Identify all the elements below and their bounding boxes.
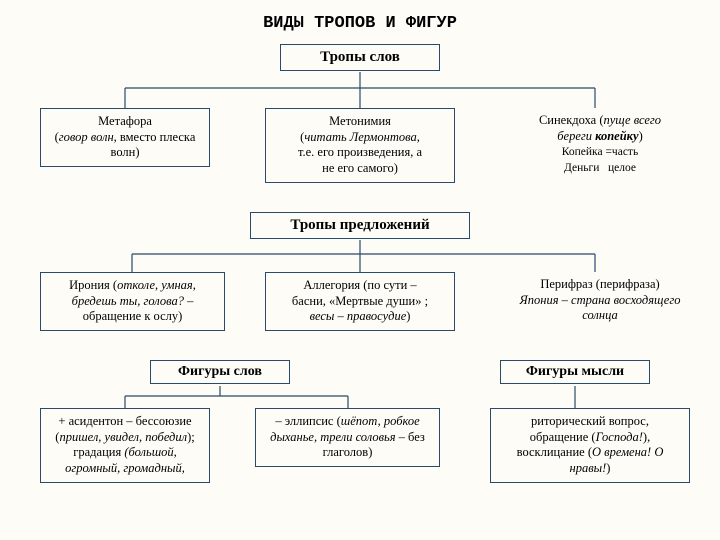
- ritor-l3pre: восклицание (: [517, 445, 592, 459]
- perifraz-l2: Япония – страна восходящего солнца: [520, 293, 681, 323]
- metonimiya-l3: не его самого): [322, 161, 398, 175]
- node-ironiya: Ирония (отколе, умная, бредешь ты, голов…: [40, 272, 225, 331]
- metonimiya-l1r: ,: [417, 130, 420, 144]
- header-tropy-predlozheniy: Тропы предложений: [250, 212, 470, 239]
- node-ritor: риторический вопрос, обращение (Господа!…: [490, 408, 690, 483]
- node-metafora: Метафора (говор волн, вместо плеска волн…: [40, 108, 210, 167]
- sinekdokha-sub2: Деньги целое: [564, 162, 636, 174]
- ritor-l2pre: обращение (: [530, 430, 596, 444]
- allegoriya-l1: Аллегория (по сути –: [303, 278, 416, 292]
- ritor-l2post: ),: [643, 430, 650, 444]
- allegoriya-l3r: ): [406, 309, 410, 323]
- ritor-l3post: ): [606, 461, 610, 475]
- sinekdokha-close: ): [639, 129, 643, 143]
- sinekdokha-i1: пуще всего: [604, 113, 662, 127]
- metonimiya-l2: т.е. его произведения, а: [298, 145, 422, 159]
- metafora-rest: , вместо плеска волн): [111, 130, 196, 160]
- asidenton-i1: пришел, увидел, победил: [59, 430, 187, 444]
- header-tropy-slov: Тропы слов: [280, 44, 440, 71]
- metafora-name: Метафора: [98, 114, 152, 128]
- header-figury-slov: Фигуры слов: [150, 360, 290, 384]
- node-metonimiya: Метонимия (читать Лермонтова, т.е. его п…: [265, 108, 455, 183]
- sinekdokha-pre: Синекдоха (: [539, 113, 604, 127]
- allegoriya-l3i: весы – правосудие: [310, 309, 407, 323]
- sinekdokha-bold: копейку: [595, 129, 638, 143]
- node-asidenton: + асидентон – бессоюзие (пришел, увидел,…: [40, 408, 210, 483]
- ellipsis-pre: – эллипсис (: [275, 414, 340, 428]
- ritor-l1: риторический вопрос,: [531, 414, 649, 428]
- node-perifraz: Перифраз (перифраза) Япония – страна вос…: [500, 272, 700, 329]
- node-sinekdokha: Синекдоха (пуще всего береги копейку) Ко…: [500, 108, 700, 181]
- sinekdokha-i2pre: береги: [557, 129, 595, 143]
- header-figury-mysli: Фигуры мысли: [500, 360, 650, 384]
- allegoriya-l2: басни, «Мертвые души» ;: [292, 294, 428, 308]
- sinekdokha-sub1: Копейка =часть: [562, 146, 638, 158]
- ironiya-pre: Ирония (: [69, 278, 117, 292]
- metafora-italic: говор волн: [59, 130, 114, 144]
- metonimiya-name: Метонимия: [329, 114, 391, 128]
- perifraz-l1: Перифраз (перифраза): [540, 277, 659, 291]
- page-title: ВИДЫ ТРОПОВ И ФИГУР: [0, 0, 720, 33]
- metonimiya-l1i: читать Лермонтова: [304, 130, 416, 144]
- ritor-l2i: Господа!: [596, 430, 643, 444]
- node-ellipsis: – эллипсис (шёпот, робкое дыханье, трели…: [255, 408, 440, 467]
- node-allegoriya: Аллегория (по сути – басни, «Мертвые душ…: [265, 272, 455, 331]
